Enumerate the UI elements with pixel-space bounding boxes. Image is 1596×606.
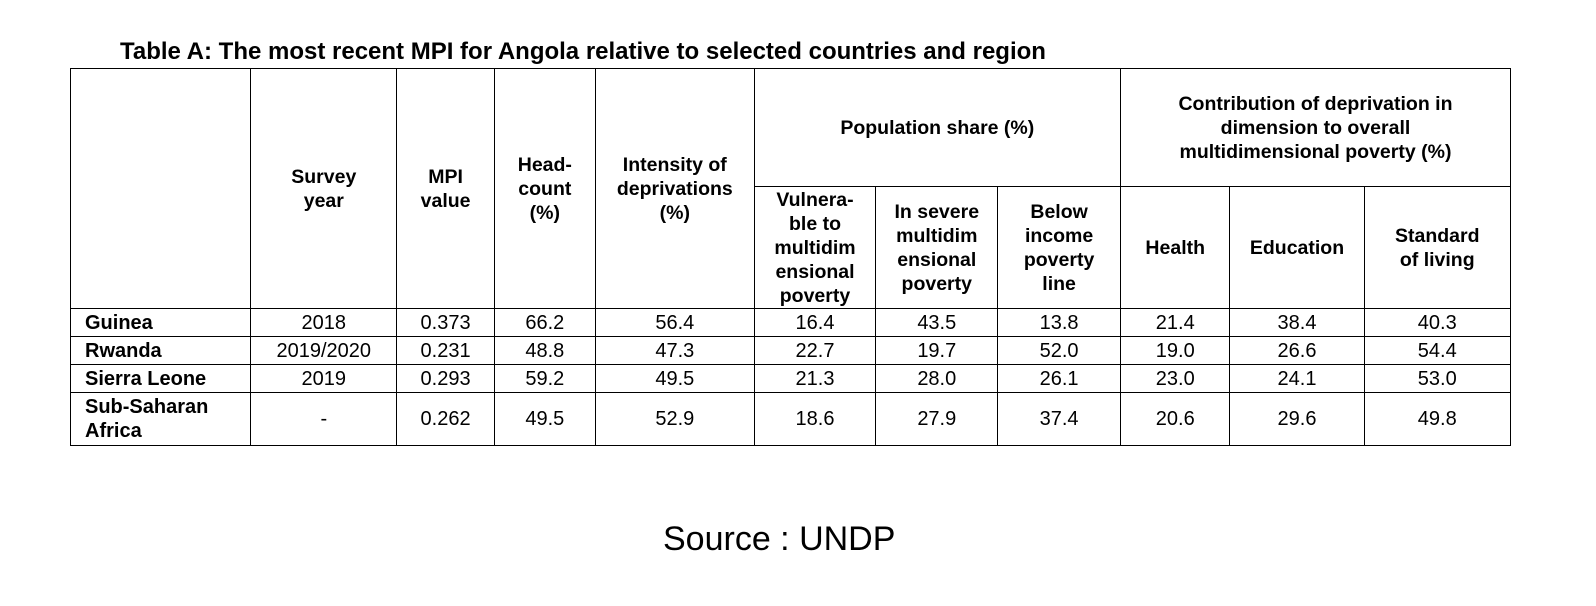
table-row: Sierra Leone 2019 0.293 59.2 49.5 21.3 2… [69,364,1512,393]
header-vulnerable: Vulnera-ble to multidim ensional poverty [753,186,877,309]
standard-living-cell: 54.4 [1363,336,1512,365]
survey-year-cell: 2019/2020 [250,336,398,365]
standard-living-cell: 40.3 [1363,308,1512,337]
health-cell: 19.0 [1119,336,1231,365]
education-cell: 24.1 [1229,364,1365,393]
source-caption: Source : UNDP [663,520,896,558]
header-contribution: Contribution of deprivation in dimension… [1119,68,1512,187]
health-cell: 20.6 [1119,392,1231,446]
vulnerable-cell: 16.4 [753,308,877,337]
mpi-cell: 0.373 [396,308,495,337]
mpi-cell: 0.231 [396,336,495,365]
mpi-cell: 0.262 [396,392,495,446]
intensity-cell: 56.4 [594,308,755,337]
country-cell: Guinea [69,308,252,337]
header-headcount: Head-count (%) [493,68,596,309]
survey-year-cell: - [250,392,398,446]
below-income-cell: 52.0 [997,336,1121,365]
header-standard-living: Standard of living [1363,186,1512,309]
severe-cell: 43.5 [875,308,999,337]
below-income-cell: 13.8 [997,308,1121,337]
header-mpi-value: MPI value [396,68,495,309]
mpi-table: Survey year MPI value Head-count (%) Int… [69,68,1512,446]
country-cell: Sub-Saharan Africa [69,392,252,446]
survey-year-cell: 2019 [250,364,398,393]
header-severe: In severe multidim ensional poverty [875,186,999,309]
survey-year-cell: 2018 [250,308,398,337]
country-cell: Rwanda [69,336,252,365]
headcount-cell: 66.2 [493,308,596,337]
intensity-cell: 52.9 [594,392,755,446]
severe-cell: 27.9 [875,392,999,446]
table-title: Table A: The most recent MPI for Angola … [120,38,1046,65]
education-cell: 38.4 [1229,308,1365,337]
below-income-cell: 37.4 [997,392,1121,446]
header-below-income: Below income poverty line [997,186,1121,309]
vulnerable-cell: 22.7 [753,336,877,365]
table-row: Sub-Saharan Africa - 0.262 49.5 52.9 18.… [69,392,1512,446]
education-cell: 29.6 [1229,392,1365,446]
health-cell: 23.0 [1119,364,1231,393]
header-survey-year: Survey year [250,68,398,309]
header-education: Education [1229,186,1365,309]
below-income-cell: 26.1 [997,364,1121,393]
health-cell: 21.4 [1119,308,1231,337]
education-cell: 26.6 [1229,336,1365,365]
header-health: Health [1119,186,1231,309]
headcount-cell: 59.2 [493,364,596,393]
vulnerable-cell: 21.3 [753,364,877,393]
severe-cell: 19.7 [875,336,999,365]
header-population-share: Population share (%) [753,68,1121,187]
vulnerable-cell: 18.6 [753,392,877,446]
headcount-cell: 48.8 [493,336,596,365]
standard-living-cell: 53.0 [1363,364,1512,393]
country-cell: Sierra Leone [69,364,252,393]
intensity-cell: 47.3 [594,336,755,365]
intensity-cell: 49.5 [594,364,755,393]
table-row: Rwanda 2019/2020 0.231 48.8 47.3 22.7 19… [69,336,1512,365]
header-country [69,68,252,309]
header-intensity: Intensity of deprivations (%) [594,68,755,309]
table-row: Guinea 2018 0.373 66.2 56.4 16.4 43.5 13… [69,308,1512,337]
mpi-cell: 0.293 [396,364,495,393]
headcount-cell: 49.5 [493,392,596,446]
severe-cell: 28.0 [875,364,999,393]
standard-living-cell: 49.8 [1363,392,1512,446]
